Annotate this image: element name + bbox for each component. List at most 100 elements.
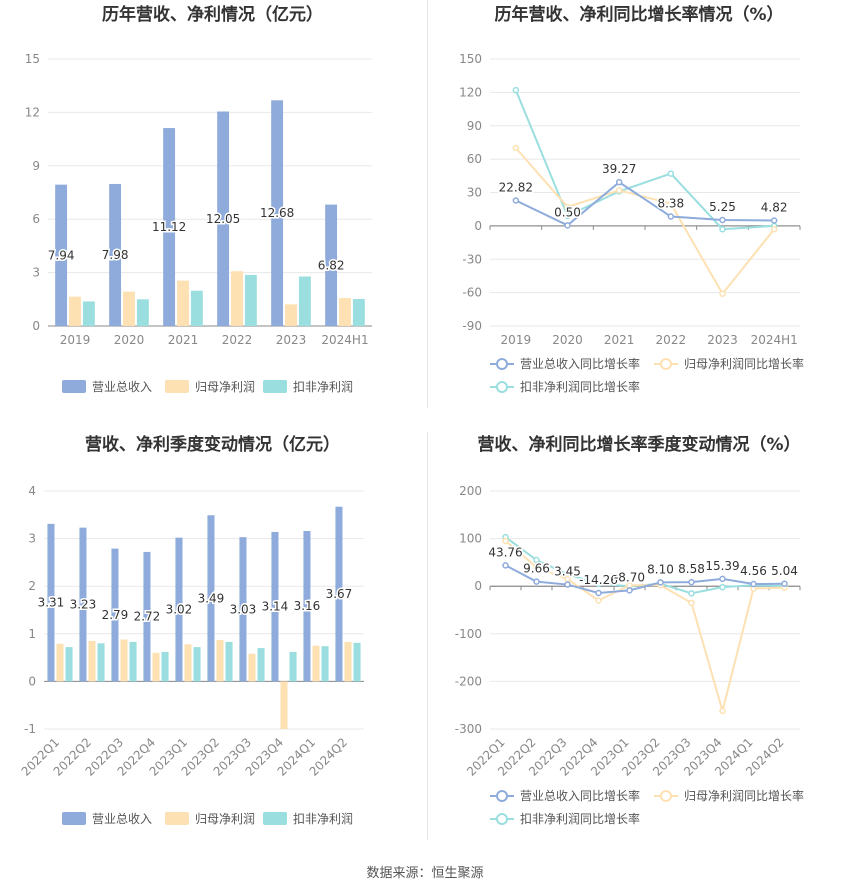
chart-title: 营收、净利同比增长率季度变动情况（%）: [477, 434, 800, 455]
y-tick-label: 0: [28, 674, 36, 688]
bar: [325, 204, 338, 326]
point: [770, 225, 778, 233]
bar: [239, 537, 247, 682]
point: [770, 217, 778, 224]
x-tick-label: 2021: [604, 333, 635, 347]
point: [512, 144, 520, 152]
x-tick-label: 2019: [60, 333, 91, 347]
bar: [47, 523, 55, 682]
bar: [225, 641, 233, 682]
data-label: 12.05: [206, 212, 240, 226]
bar: [69, 296, 81, 326]
legend-label: 营业总收入: [92, 380, 152, 394]
bar: [280, 681, 288, 729]
data-label: 2.79: [102, 608, 129, 622]
bar: [193, 647, 201, 682]
point: [719, 216, 726, 224]
bar: [152, 652, 160, 682]
point: [564, 222, 571, 229]
bar: [216, 639, 224, 682]
point: [564, 581, 571, 588]
series-line: [504, 540, 785, 715]
bar: [177, 280, 189, 326]
bar: [175, 537, 183, 682]
legend-swatch: [165, 380, 189, 393]
point: [502, 562, 509, 569]
bar: [335, 506, 343, 682]
x-tick-label: 2023: [707, 333, 738, 347]
data-label: 3.23: [70, 598, 97, 612]
legend-swatch: [165, 812, 189, 825]
data-label: -8.70: [614, 570, 645, 584]
bar: [111, 548, 119, 682]
y-tick-label: 2: [28, 579, 36, 593]
point: [719, 225, 726, 233]
bar: [65, 647, 73, 682]
data-label: 4.56: [740, 564, 767, 578]
point: [667, 213, 675, 220]
y-tick-label: 0: [474, 579, 482, 593]
point: [688, 578, 695, 586]
x-tick-label: 2020: [552, 333, 583, 347]
data-label: 3.49: [198, 591, 225, 605]
data-label: 8.10: [647, 562, 674, 576]
y-tick-label: 150: [459, 52, 482, 66]
data-label: 3.31: [38, 596, 65, 610]
y-tick-label: 3: [28, 532, 36, 546]
point: [512, 197, 520, 204]
point: [595, 589, 602, 597]
point: [595, 580, 602, 588]
y-tick-label: 30: [467, 186, 482, 200]
y-tick-label: -30: [462, 252, 482, 266]
bar: [353, 642, 361, 682]
y-tick-label: 100: [459, 532, 482, 546]
bar: [339, 298, 351, 326]
bar: [97, 643, 105, 682]
point: [719, 583, 726, 591]
bar: [161, 651, 169, 682]
legend-swatch-marker: [496, 381, 508, 393]
data-label: -14.26: [579, 573, 618, 587]
bar: [298, 276, 311, 326]
x-tick-label: 2022: [656, 333, 687, 347]
bar: [109, 183, 122, 326]
y-tick-label: 3: [32, 266, 40, 280]
bottom-divider: [427, 432, 428, 840]
bar: [207, 515, 215, 682]
series-line: [514, 89, 775, 231]
data-label: 11.12: [152, 220, 186, 234]
legend-label: 归母净利润: [195, 380, 255, 394]
data-label: 5.04: [771, 564, 798, 578]
bar: [55, 184, 68, 326]
data-label: 12.68: [260, 206, 294, 220]
point: [595, 597, 602, 604]
legend-label: 营业总收入同比增长率: [520, 356, 640, 371]
data-label: 8.58: [678, 562, 705, 576]
data-label: 8.38: [657, 197, 684, 211]
point: [781, 580, 788, 588]
point: [667, 170, 675, 177]
x-tick-label: 2024H1: [751, 333, 798, 347]
bar: [231, 271, 243, 326]
y-tick-label: -100: [455, 627, 482, 641]
data-label: 7.98: [102, 248, 129, 262]
bar: [303, 530, 311, 682]
y-tick-label: 120: [459, 85, 482, 99]
data-label: 43.76: [488, 545, 522, 559]
data-label: 4.82: [761, 201, 788, 215]
chart-title: 历年营收、净利同比增长率情况（%）: [494, 4, 783, 25]
y-tick-label: -200: [455, 674, 482, 688]
bar: [217, 111, 230, 326]
x-tick-label: 2021: [168, 333, 199, 347]
legend-label: 扣非净利润: [293, 812, 353, 826]
bar: [271, 531, 279, 682]
x-tick-label: 2023: [276, 333, 307, 347]
point: [719, 707, 726, 715]
series-line: [515, 180, 775, 227]
data-label: 15.39: [705, 559, 739, 573]
y-tick-label: 60: [467, 152, 482, 166]
point: [564, 212, 571, 220]
point: [750, 580, 757, 588]
bar: [82, 301, 95, 326]
series-line: [505, 564, 785, 594]
